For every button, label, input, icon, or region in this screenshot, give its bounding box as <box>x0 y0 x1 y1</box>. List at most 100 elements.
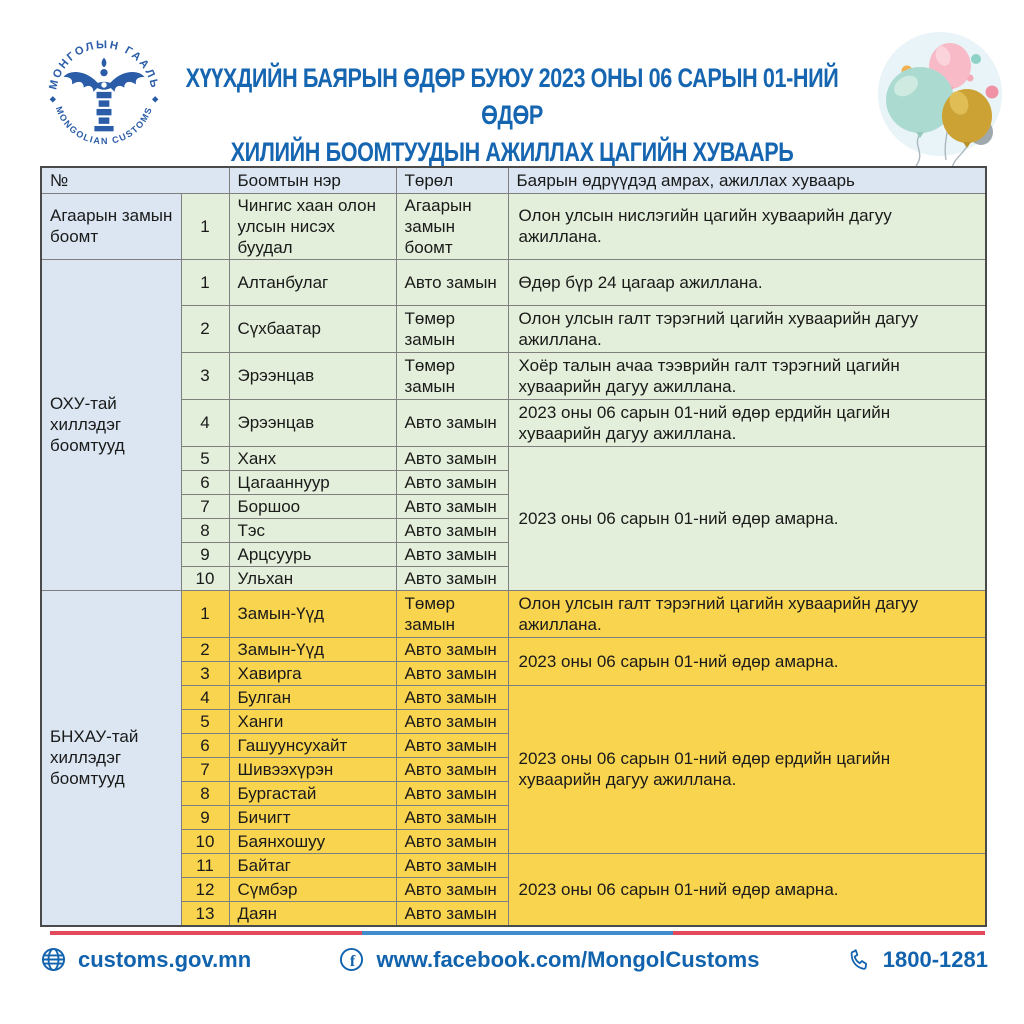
table-row: 13 Даян Авто замын <box>41 900 986 926</box>
cell-checkpoint-name: Бичигт <box>228 804 397 830</box>
cell-type: Авто замын <box>395 469 509 495</box>
cell-number: 1 <box>180 258 230 306</box>
cell-checkpoint-name: Тэс <box>228 517 397 543</box>
cell-checkpoint-name: Сүхбаатар <box>228 304 397 353</box>
header-checkpoint-name: Боомтын нэр <box>228 166 397 194</box>
cell-checkpoint-name: Бургастай <box>228 780 397 806</box>
cell-number: 12 <box>180 876 230 902</box>
cell-number: 8 <box>180 517 230 543</box>
table-row: 2 Замын-Үүд Авто замын 2023 оны 06 сарын 01… <box>41 636 987 686</box>
cell-checkpoint-name: Замын-Үүд <box>228 636 397 662</box>
cell-schedule: 2023 оны 06 сарын 01-ний өдөр амарна. <box>507 445 987 591</box>
svg-text:f: f <box>350 951 356 970</box>
footer-website-text: customs.gov.mn <box>78 946 252 972</box>
cell-type: Авто замын <box>395 684 509 710</box>
group-label: Агаарын замын боомт <box>40 192 182 260</box>
cell-number: 11 <box>180 852 230 878</box>
cell-checkpoint-name: Байтаг <box>228 852 397 878</box>
divider-red-left <box>50 931 362 935</box>
divider-red-right <box>673 931 986 935</box>
cell-type: Авто замын <box>395 660 509 686</box>
table-row: 8 Бургастай Авто замын <box>41 780 986 806</box>
header-type: Төрөл <box>395 166 509 194</box>
cell-type: Төмөр замын <box>395 351 509 400</box>
table-row: 11 Байтаг Авто замын 2023 оны 06 сарын 01-н… <box>41 852 987 926</box>
cell-type: Авто замын <box>395 828 509 854</box>
cell-number: 10 <box>180 565 230 591</box>
customs-logo: МОНГОЛЫН ГААЛЬ MONGOLIAN CUSTOMS <box>40 30 168 158</box>
cell-schedule: 2023 оны 06 сарын 01-ний өдөр ердийн цаг… <box>507 398 987 447</box>
cell-checkpoint-name: Чингис хаан олон улсын нисэх буудал <box>228 192 397 260</box>
page-title-line2: ХИЛИЙН БООМТУУДЫН АЖИЛЛАХ ЦАГИЙН ХУВААРЬ <box>230 137 794 167</box>
cell-type: Авто замын <box>395 756 509 782</box>
page-title-line1: ХҮҮХДИЙН БАЯРЫН ӨДӨР БУЮУ 2023 ОНЫ 06 СА… <box>185 63 839 130</box>
cell-schedule: Олон улсын нислэгийн цагийн хуваарийн да… <box>507 192 987 260</box>
cell-number: 8 <box>180 780 230 806</box>
cell-number: 7 <box>180 493 230 519</box>
cell-number: 3 <box>180 660 230 686</box>
footer: customs.gov.mn f www.facebook.com/Mongol… <box>40 946 988 973</box>
cell-checkpoint-name: Эрээнцав <box>228 351 397 400</box>
cell-number: 3 <box>180 351 230 400</box>
table-row: 12 Сүмбэр Авто замын <box>41 876 986 902</box>
cell-checkpoint-name: Баянхошуу <box>228 828 397 854</box>
cell-type: Авто замын <box>395 780 509 806</box>
cell-number: 7 <box>180 756 230 782</box>
cell-schedule: Өдөр бүр 24 цагаар ажиллана. <box>507 258 987 306</box>
cell-type: Авто замын <box>395 876 509 902</box>
cell-type: Авто замын <box>395 398 509 447</box>
table-row: БНХАУ-тай хиллэдэг боомтууд 1 Замын-Үүд Төм… <box>40 589 987 926</box>
table-row: 10 Баянхошуу Авто замын <box>41 828 986 854</box>
checkpoint-schedule-table: № Боомтын нэр Төрөл Баярын өдрүүдэд амра… <box>40 166 987 927</box>
cell-type: Авто замын <box>395 517 509 543</box>
cell-type: Авто замын <box>395 445 509 471</box>
cell-type: Авто замын <box>395 636 509 662</box>
page-title: ХҮҮХДИЙН БАЯРЫН ӨДӨР БУЮУ 2023 ОНЫ 06 СА… <box>168 60 856 171</box>
table-row: 9 Арцсуурь Авто замын <box>41 541 986 567</box>
header-no: № <box>40 166 230 194</box>
table-row: 4 Эрээнцав Авто замын 2023 оны 06 сарын 01-… <box>41 398 987 447</box>
cell-number: 9 <box>180 541 230 567</box>
table-row: 5 Ханх Авто замын 2023 оны 06 сарын 01-ний … <box>41 445 987 591</box>
cell-type: Авто замын <box>395 493 509 519</box>
cell-schedule: 2023 оны 06 сарын 01-ний өдөр ердийн цаг… <box>507 684 987 854</box>
cell-type: Авто замын <box>395 708 509 734</box>
table-row: 4 Булган Авто замын 2023 оны 06 сарын 01-ни… <box>41 684 987 854</box>
cell-number: 1 <box>180 192 230 260</box>
cell-number: 4 <box>180 398 230 447</box>
cell-number: 2 <box>180 636 230 662</box>
table-row: ОХУ-тай хиллэдэг боомтууд 1 Алтанбулаг Авто… <box>40 258 987 591</box>
cell-checkpoint-name: Боршоо <box>228 493 397 519</box>
balloons-illustration <box>866 26 1014 169</box>
cell-checkpoint-name: Алтанбулаг <box>228 258 397 306</box>
cell-checkpoint-name: Эрээнцав <box>228 398 397 447</box>
table-row: 2 Сүхбаатар Төмөр замын Олон улсын галт тэр… <box>41 304 987 353</box>
cell-checkpoint-name: Замын-Үүд <box>228 589 397 638</box>
checkpoint-table-body: Агаарын замын боомт 1 Чингис хаан олон улс… <box>40 192 987 926</box>
cell-type: Авто замын <box>395 804 509 830</box>
footer-phone-text: 1800-1281 <box>882 946 988 972</box>
table-row: 9 Бичигт Авто замын <box>41 804 986 830</box>
footer-phone: 1800-1281 <box>847 947 988 973</box>
header-schedule: Баярын өдрүүдэд амрах, ажиллах хуваарь <box>507 166 987 194</box>
cell-number: 9 <box>180 804 230 830</box>
table-row: 8 Тэс Авто замын <box>41 517 986 543</box>
cell-type: Агаарын замын боомт <box>395 192 509 260</box>
cell-number: 13 <box>180 900 230 926</box>
table-row: 6 Цагааннуур Авто замын <box>41 469 986 495</box>
balloons-icon <box>878 32 1002 169</box>
cell-checkpoint-name: Ханги <box>228 708 397 734</box>
cell-number: 4 <box>180 684 230 710</box>
cell-type: Авто замын <box>395 852 509 878</box>
cell-schedule: Олон улсын галт тэрэгний цагийн хуваарий… <box>507 304 987 353</box>
cell-checkpoint-name: Хавирга <box>228 660 397 686</box>
cell-checkpoint-name: Ханх <box>228 445 397 471</box>
cell-number: 1 <box>180 589 230 638</box>
cell-type: Төмөр замын <box>395 589 509 638</box>
footer-website: customs.gov.mn <box>40 946 251 973</box>
cell-type: Авто замын <box>395 541 509 567</box>
cell-schedule: 2023 оны 06 сарын 01-ний өдөр амарна. <box>507 636 987 686</box>
footer-facebook: f www.facebook.com/MongolCustoms <box>338 946 759 973</box>
cell-type: Төмөр замын <box>395 304 509 353</box>
